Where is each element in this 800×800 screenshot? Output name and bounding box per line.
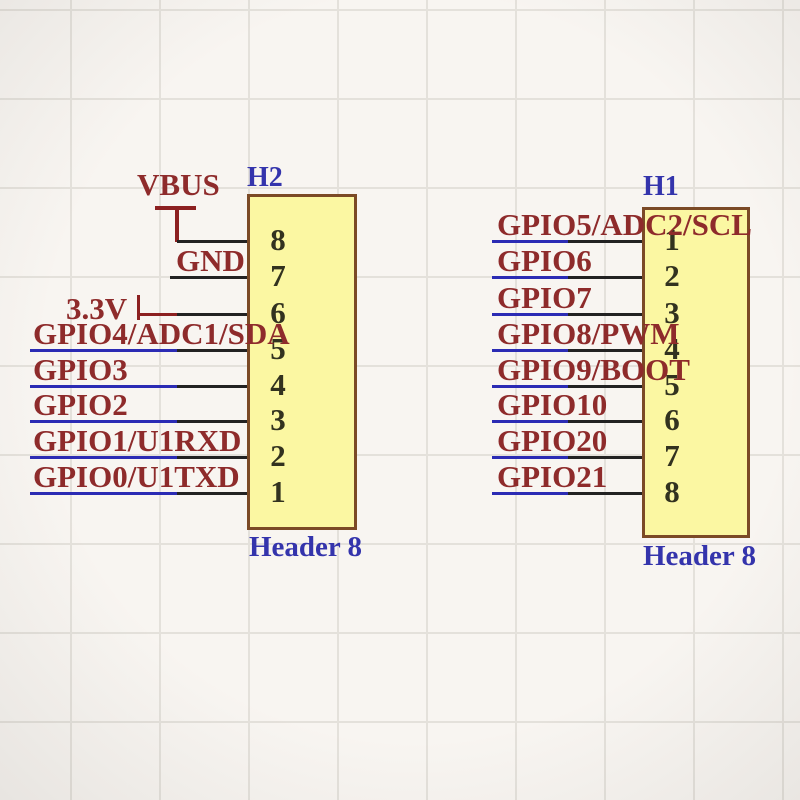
wire-gpio9-boot bbox=[492, 385, 568, 388]
pin-number-h1-6: 6 bbox=[664, 402, 680, 437]
pin-line-h1-6 bbox=[568, 420, 642, 423]
pin-number-h1-5: 5 bbox=[664, 367, 680, 402]
header-h1-body[interactable] bbox=[642, 207, 750, 538]
pin-line-h2-6 bbox=[177, 313, 247, 316]
pin-number-h1-3: 3 bbox=[664, 295, 680, 330]
pin-number-h2-5: 5 bbox=[270, 331, 286, 366]
net-label-gpio4-adc1-sda[interactable]: GPIO4/ADC1/SDA bbox=[33, 316, 290, 351]
net-label-gpio7[interactable]: GPIO7 bbox=[497, 280, 592, 315]
wire-gpio21 bbox=[492, 492, 568, 495]
pin-number-h1-7: 7 bbox=[664, 438, 680, 473]
net-label-gpio6[interactable]: GPIO6 bbox=[497, 243, 592, 278]
net-label-gpio3[interactable]: GPIO3 bbox=[33, 352, 128, 387]
pin-line-h1-8 bbox=[568, 492, 642, 495]
header-h2-designator[interactable]: H2 bbox=[247, 162, 283, 193]
pin-line-h2-4 bbox=[177, 385, 247, 388]
pin-line-h1-1 bbox=[568, 240, 642, 243]
power-bar-3v3 bbox=[137, 295, 140, 320]
net-label-gpio10[interactable]: GPIO10 bbox=[497, 387, 608, 422]
pin-line-h1-2 bbox=[568, 276, 642, 279]
pin-line-h1-5 bbox=[568, 385, 642, 388]
pin-number-h2-8: 8 bbox=[270, 222, 286, 257]
pin-number-h1-2: 2 bbox=[664, 258, 680, 293]
net-label-gpio0-u1txd[interactable]: GPIO0/U1TXD bbox=[33, 459, 240, 494]
wire-gpio7 bbox=[492, 313, 568, 316]
pin-line-h2-5 bbox=[177, 349, 247, 352]
pin-line-h2-2 bbox=[177, 456, 247, 459]
net-label-gpio5-adc2-scl[interactable]: GPIO5/ADC2/SCL bbox=[497, 207, 752, 242]
pin-number-h2-7: 7 bbox=[270, 258, 286, 293]
net-label-gpio2[interactable]: GPIO2 bbox=[33, 387, 128, 422]
pin-number-h2-1: 1 bbox=[270, 474, 286, 509]
net-label-3-3v[interactable]: 3.3V bbox=[66, 291, 128, 326]
net-label-gpio20[interactable]: GPIO20 bbox=[497, 423, 608, 458]
pin-number-h1-8: 8 bbox=[664, 474, 680, 509]
wire-gpio0-u1txd bbox=[30, 492, 177, 495]
header-h1-designator[interactable]: H1 bbox=[643, 171, 679, 202]
pin-line-h1-3 bbox=[568, 313, 642, 316]
wire-gpio4-adc1-sda bbox=[30, 349, 177, 352]
power-wire-3v3 bbox=[137, 313, 178, 316]
pin-number-h2-2: 2 bbox=[270, 438, 286, 473]
header-h1-part-name[interactable]: Header 8 bbox=[643, 540, 757, 572]
pin-number-h2-3: 3 bbox=[270, 402, 286, 437]
pin-number-h2-6: 6 bbox=[270, 295, 286, 330]
header-h2-part-name[interactable]: Header 8 bbox=[249, 531, 363, 563]
pin-number-h1-1: 1 bbox=[664, 222, 680, 257]
net-label-vbus[interactable]: VBUS bbox=[137, 167, 220, 202]
wire-gpio2 bbox=[30, 420, 177, 423]
pin-line-h1-7 bbox=[568, 456, 642, 459]
pin-line-h1-4 bbox=[568, 349, 642, 352]
power-stem-vbus bbox=[175, 206, 179, 242]
net-label-gpio9-boot[interactable]: GPIO9/BOOT bbox=[497, 352, 690, 387]
net-label-gnd[interactable]: GND bbox=[176, 243, 245, 278]
pin-line-h2-3 bbox=[177, 420, 247, 423]
wire-gpio6 bbox=[492, 276, 568, 279]
header-h2-body[interactable] bbox=[247, 194, 357, 530]
net-label-gpio21[interactable]: GPIO21 bbox=[497, 459, 608, 494]
net-label-gpio8-pwm[interactable]: GPIO8/PWM bbox=[497, 316, 680, 351]
pin-line-h2-8 bbox=[177, 240, 247, 243]
wire-gpio20 bbox=[492, 456, 568, 459]
wire-gpio5-adc2-scl bbox=[492, 240, 568, 243]
pin-number-h1-4: 4 bbox=[664, 331, 680, 366]
wire-gpio8-pwm bbox=[492, 349, 568, 352]
pin-line-h2-7 bbox=[170, 276, 247, 279]
net-label-gpio1-u1rxd[interactable]: GPIO1/U1RXD bbox=[33, 423, 242, 458]
wire-gpio3 bbox=[30, 385, 177, 388]
wire-gpio1-u1rxd bbox=[30, 456, 177, 459]
pin-number-h2-4: 4 bbox=[270, 367, 286, 402]
pin-line-h2-1 bbox=[177, 492, 247, 495]
wire-gpio10 bbox=[492, 420, 568, 423]
